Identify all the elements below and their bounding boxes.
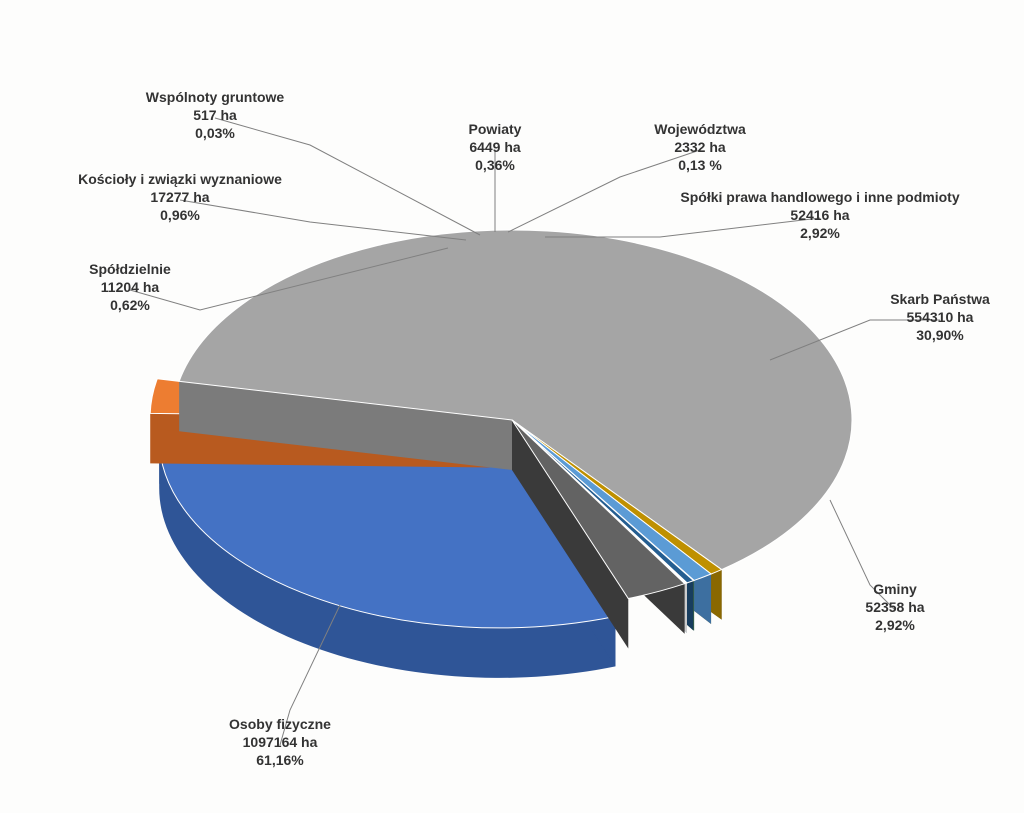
slice-value: 11204 ha [89,278,171,296]
slice-percent: 2,92% [865,616,924,634]
slice-name: Powiaty [469,120,522,138]
slice-percent: 0,62% [89,296,171,314]
slice-value: 52358 ha [865,598,924,616]
slice-percent: 0,96% [78,206,282,224]
slice-name: Spółdzielnie [89,260,171,278]
slice-label: Skarb Państwa554310 ha30,90% [890,290,990,345]
slice-percent: 0,36% [469,156,522,174]
slice-name: Gminy [865,580,924,598]
slice-value: 52416 ha [680,206,959,224]
slice-value: 6449 ha [469,138,522,156]
slice-name: Kościoły i związki wyznaniowe [78,170,282,188]
slice-label: Wspólnoty gruntowe517 ha0,03% [146,88,284,143]
slice-percent: 30,90% [890,326,990,344]
slice-percent: 61,16% [229,751,331,769]
slice-value: 17277 ha [78,188,282,206]
slice-value: 1097164 ha [229,733,331,751]
slice-label: Spółki prawa handlowego i inne podmioty5… [680,188,959,243]
slice-label: Osoby fizyczne1097164 ha61,16% [229,715,331,770]
slice-label: Województwa2332 ha0,13 % [654,120,746,175]
pie-chart: { "chart": { "type": "pie-3d-exploded", … [0,0,1024,813]
slice-name: Skarb Państwa [890,290,990,308]
slice-label: Spółdzielnie11204 ha0,62% [89,260,171,315]
slice-percent: 0,03% [146,124,284,142]
slice-value: 2332 ha [654,138,746,156]
slice-name: Osoby fizyczne [229,715,331,733]
slice-name: Wspólnoty gruntowe [146,88,284,106]
slice-value: 517 ha [146,106,284,124]
slice-label: Kościoły i związki wyznaniowe17277 ha0,9… [78,170,282,225]
slice-label: Powiaty6449 ha0,36% [469,120,522,175]
slice-name: Województwa [654,120,746,138]
slice-label: Gminy52358 ha2,92% [865,580,924,635]
slice-percent: 2,92% [680,224,959,242]
slice-name: Spółki prawa handlowego i inne podmioty [680,188,959,206]
slice-percent: 0,13 % [654,156,746,174]
slice-value: 554310 ha [890,308,990,326]
